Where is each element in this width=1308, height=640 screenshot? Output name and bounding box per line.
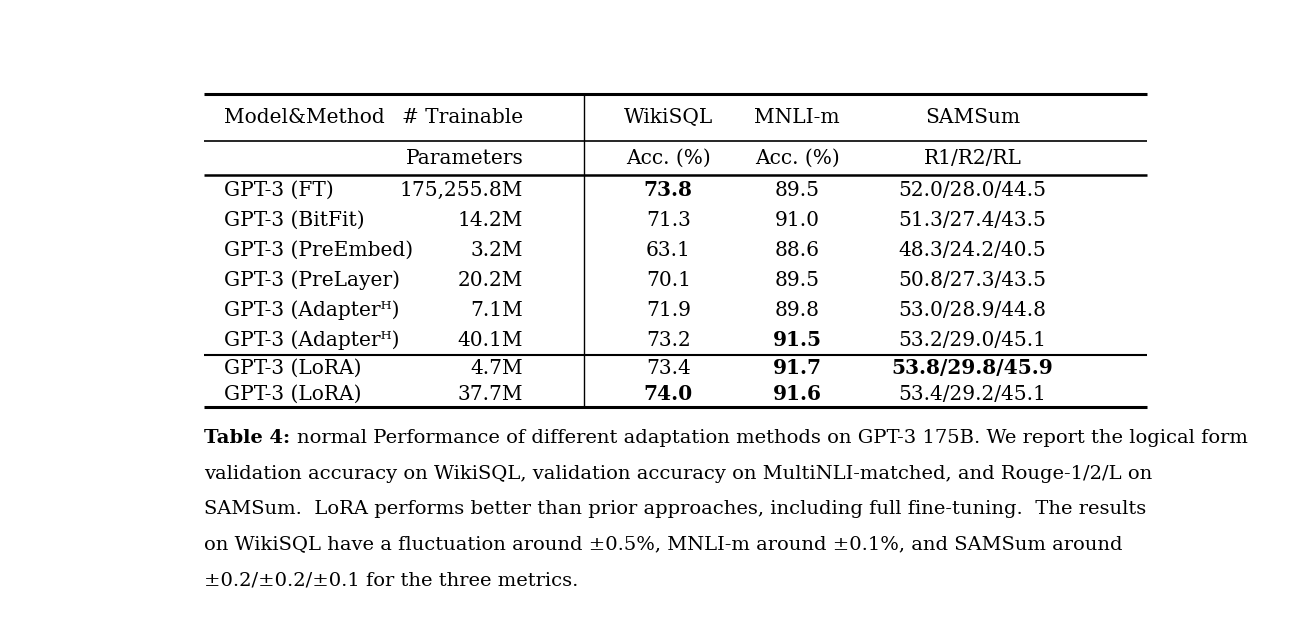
- Text: 52.0/28.0/44.5: 52.0/28.0/44.5: [899, 181, 1046, 200]
- Text: 175,255.8M: 175,255.8M: [400, 181, 523, 200]
- Text: 73.4: 73.4: [646, 358, 691, 378]
- Text: 71.3: 71.3: [646, 211, 691, 230]
- Text: GPT-3 (LoRA): GPT-3 (LoRA): [225, 358, 362, 378]
- Text: 53.8/29.8/45.9: 53.8/29.8/45.9: [892, 358, 1053, 378]
- Text: 91.5: 91.5: [773, 330, 821, 350]
- Text: 71.9: 71.9: [646, 301, 691, 320]
- Text: R1/R2/RL: R1/R2/RL: [923, 148, 1022, 168]
- Text: WikiSQL: WikiSQL: [624, 108, 713, 127]
- Text: 53.4/29.2/45.1: 53.4/29.2/45.1: [899, 385, 1046, 404]
- Text: 89.5: 89.5: [774, 181, 820, 200]
- Text: GPT-3 (PreLayer): GPT-3 (PreLayer): [225, 271, 400, 290]
- Text: 51.3/27.4/43.5: 51.3/27.4/43.5: [899, 211, 1046, 230]
- Text: # Trainable: # Trainable: [403, 108, 523, 127]
- Text: 4.7M: 4.7M: [471, 358, 523, 378]
- Text: 40.1M: 40.1M: [458, 331, 523, 349]
- Text: 53.0/28.9/44.8: 53.0/28.9/44.8: [899, 301, 1046, 320]
- Text: 91.6: 91.6: [773, 384, 821, 404]
- Text: 63.1: 63.1: [646, 241, 691, 260]
- Text: 70.1: 70.1: [646, 271, 691, 290]
- Text: 3.2M: 3.2M: [471, 241, 523, 260]
- Text: GPT-3 (Adapterᴴ): GPT-3 (Adapterᴴ): [225, 300, 400, 320]
- Text: SAMSum.  LoRA performs better than prior approaches, including full fine-tuning.: SAMSum. LoRA performs better than prior …: [204, 500, 1146, 518]
- Text: GPT-3 (LoRA): GPT-3 (LoRA): [225, 385, 362, 404]
- Text: 20.2M: 20.2M: [458, 271, 523, 290]
- Text: GPT-3 (FT): GPT-3 (FT): [225, 181, 334, 200]
- Text: 91.7: 91.7: [773, 358, 821, 378]
- Text: 50.8/27.3/43.5: 50.8/27.3/43.5: [899, 271, 1046, 290]
- Text: 37.7M: 37.7M: [458, 385, 523, 404]
- Text: 7.1M: 7.1M: [471, 301, 523, 320]
- Text: normal Performance of different adaptation methods on GPT-3 175B. We report the : normal Performance of different adaptati…: [297, 429, 1248, 447]
- Text: SAMSum: SAMSum: [925, 108, 1020, 127]
- Text: on WikiSQL have a fluctuation around ±0.5%, MNLI-m around ±0.1%, and SAMSum arou: on WikiSQL have a fluctuation around ±0.…: [204, 536, 1122, 554]
- Text: Acc. (%): Acc. (%): [627, 148, 710, 168]
- Text: 74.0: 74.0: [644, 384, 693, 404]
- Text: Model&Method: Model&Method: [225, 108, 385, 127]
- Text: Acc. (%): Acc. (%): [755, 148, 840, 168]
- Text: 88.6: 88.6: [774, 241, 820, 260]
- Text: 91.0: 91.0: [774, 211, 820, 230]
- Text: GPT-3 (BitFit): GPT-3 (BitFit): [225, 211, 365, 230]
- Text: 73.2: 73.2: [646, 331, 691, 349]
- Text: 89.5: 89.5: [774, 271, 820, 290]
- Text: 53.2/29.0/45.1: 53.2/29.0/45.1: [899, 331, 1046, 349]
- Text: validation accuracy on WikiSQL, validation accuracy on MultiNLI-matched, and Rou: validation accuracy on WikiSQL, validati…: [204, 465, 1152, 483]
- Text: ±0.2/±0.2/±0.1 for the three metrics.: ±0.2/±0.2/±0.1 for the three metrics.: [204, 571, 578, 589]
- Text: GPT-3 (Adapterᴴ): GPT-3 (Adapterᴴ): [225, 330, 400, 350]
- Text: 48.3/24.2/40.5: 48.3/24.2/40.5: [899, 241, 1046, 260]
- Text: 14.2M: 14.2M: [458, 211, 523, 230]
- Text: 89.8: 89.8: [774, 301, 820, 320]
- Text: GPT-3 (PreEmbed): GPT-3 (PreEmbed): [225, 241, 413, 260]
- Text: MNLI-m: MNLI-m: [755, 108, 840, 127]
- Text: 73.8: 73.8: [644, 180, 693, 200]
- Text: Parameters: Parameters: [405, 148, 523, 168]
- Text: Table 4:: Table 4:: [204, 429, 297, 447]
